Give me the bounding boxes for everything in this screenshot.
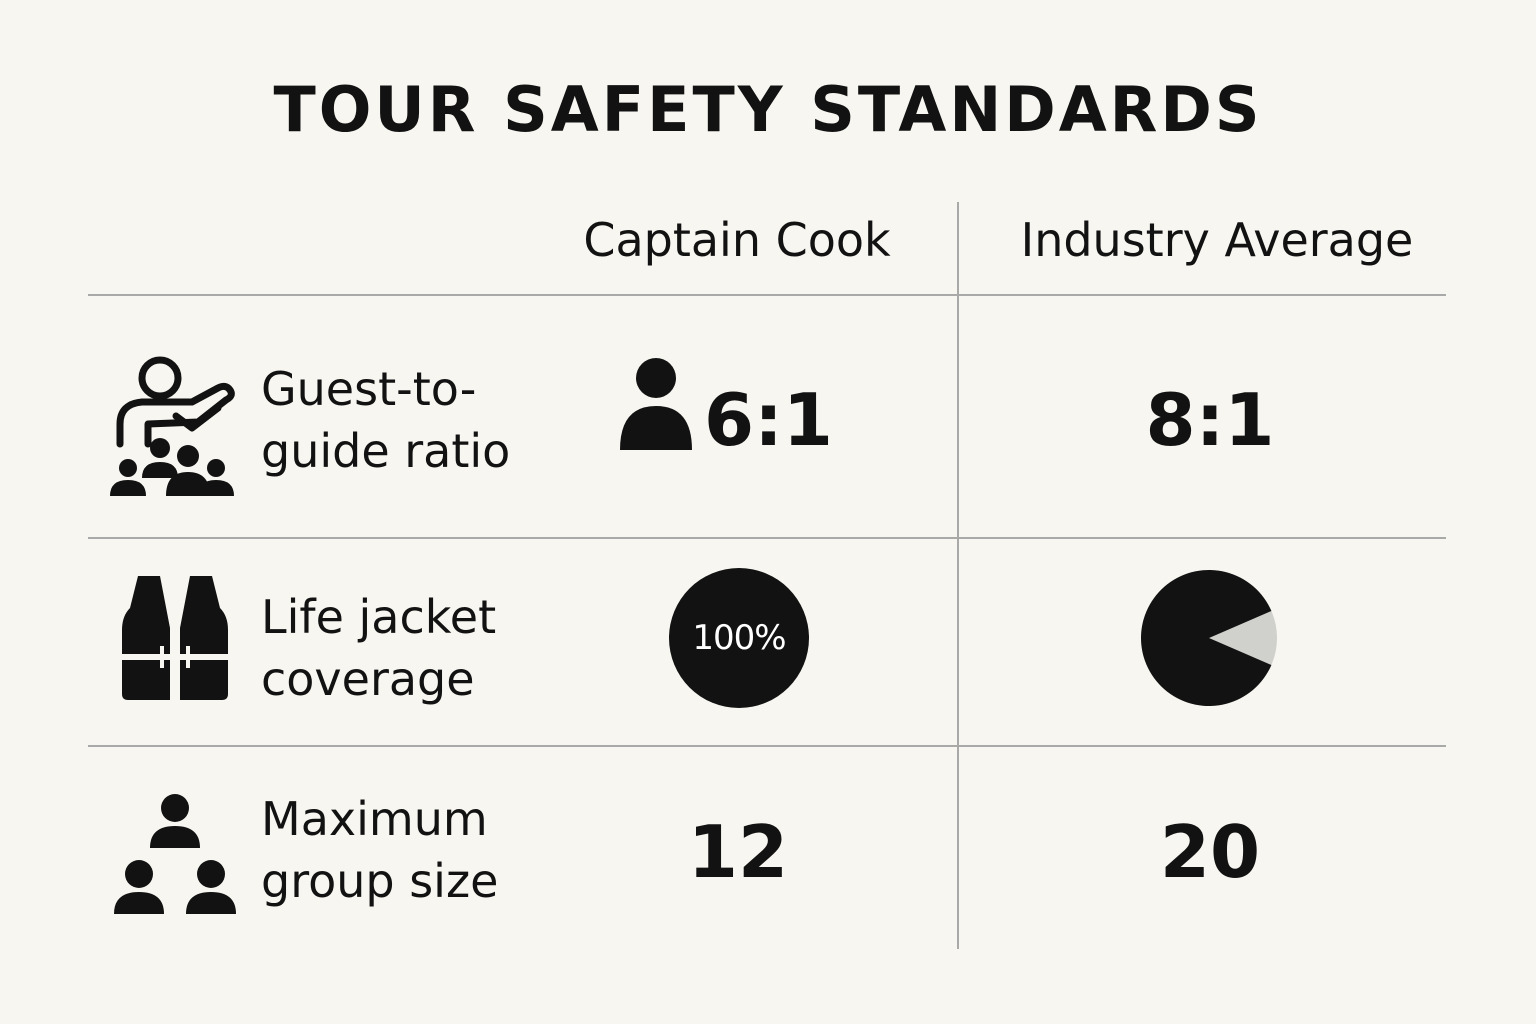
row-label-line: Life jacket bbox=[261, 590, 497, 644]
life-jacket-icon bbox=[100, 568, 250, 718]
captain-group-size-value: 12 bbox=[687, 810, 789, 894]
page-title: TOUR SAFETY STANDARDS bbox=[273, 73, 1263, 146]
row-label-line: Guest-to- bbox=[261, 362, 477, 416]
column-header-captain-cook: Captain Cook bbox=[583, 213, 891, 267]
column-header-industry-average: Industry Average bbox=[1020, 213, 1414, 267]
industry-coverage-pie bbox=[1139, 568, 1279, 708]
row-label-line: guide ratio bbox=[261, 424, 511, 478]
person-icon bbox=[620, 358, 692, 450]
captain-ratio-value: 6:1 bbox=[704, 378, 833, 462]
header-divider bbox=[88, 294, 1446, 296]
row-label-maximum-group-size: Maximum group size bbox=[261, 788, 561, 912]
guide-with-group-icon bbox=[100, 352, 250, 502]
row-label-line: coverage bbox=[261, 652, 475, 706]
row-divider bbox=[88, 745, 1446, 747]
captain-coverage-pie: 100% bbox=[669, 568, 809, 708]
row-label-guest-to-guide-ratio: Guest-to- guide ratio bbox=[261, 358, 561, 482]
captain-coverage-value: 100% bbox=[692, 618, 786, 658]
group-of-three-icon bbox=[100, 784, 250, 934]
industry-coverage-slice bbox=[1141, 570, 1272, 706]
industry-ratio-value: 8:1 bbox=[1145, 378, 1275, 462]
row-divider bbox=[88, 537, 1446, 539]
captain-ratio-cell: 6:1 bbox=[612, 358, 862, 462]
column-divider bbox=[957, 202, 959, 949]
row-label-life-jacket-coverage: Life jacket coverage bbox=[261, 586, 561, 710]
row-label-line: group size bbox=[261, 854, 499, 908]
industry-group-size-value: 20 bbox=[1159, 810, 1261, 894]
row-label-line: Maximum bbox=[261, 792, 488, 846]
